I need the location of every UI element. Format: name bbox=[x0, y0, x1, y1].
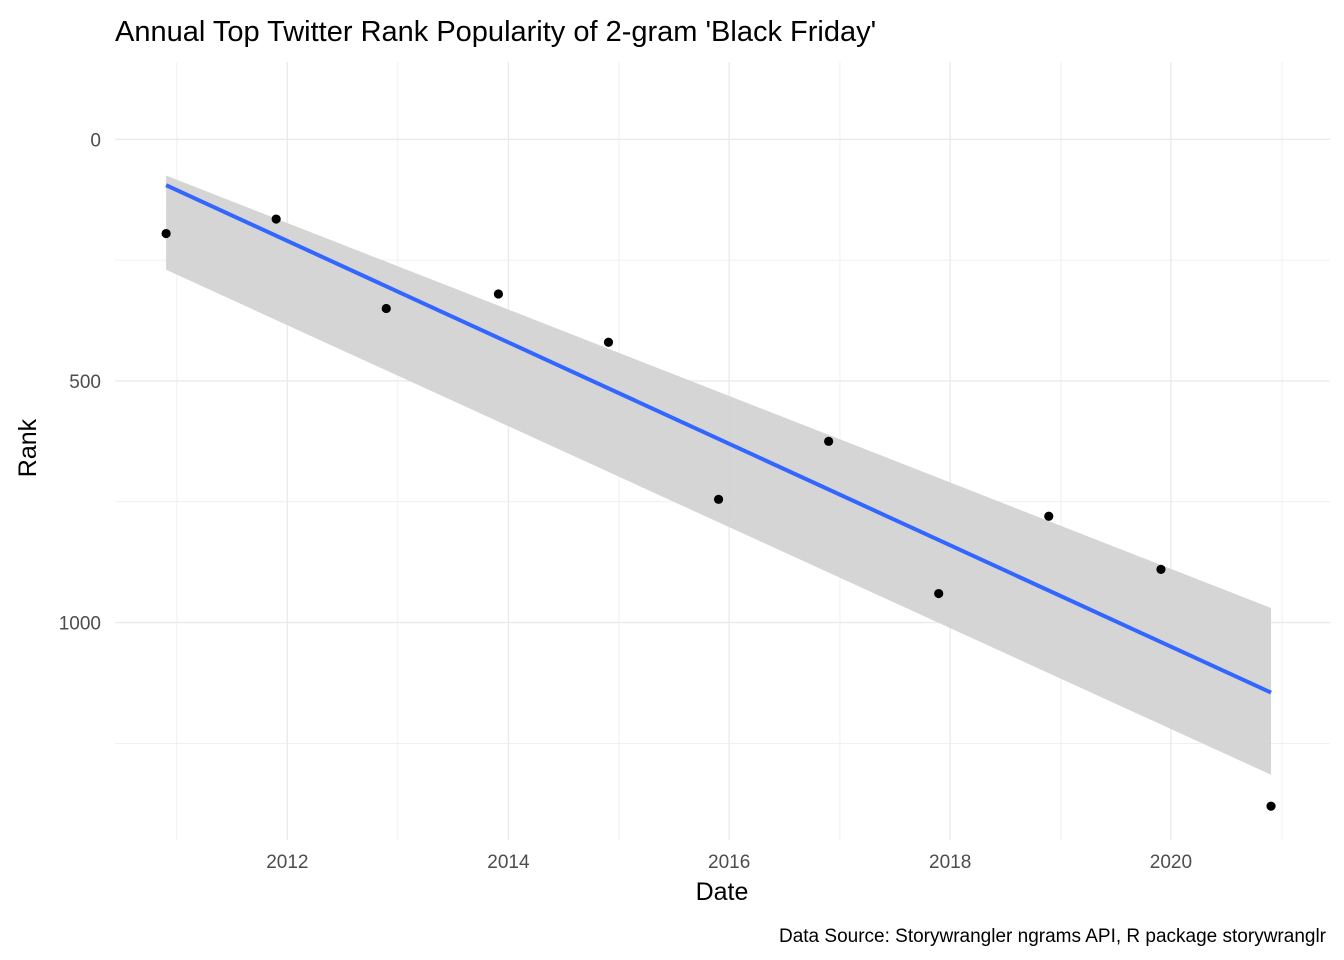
y-tick-label: 500 bbox=[69, 372, 101, 393]
x-axis-ticks: 2012 2014 2016 2018 2020 bbox=[266, 852, 1192, 873]
data-point bbox=[713, 494, 724, 504]
data-source-caption: Data Source: Storywrangler ngrams API, R… bbox=[779, 926, 1327, 947]
y-axis-title: Rank bbox=[14, 418, 42, 477]
x-tick-label: 2012 bbox=[266, 852, 308, 873]
chart-title: Annual Top Twitter Rank Popularity of 2-… bbox=[115, 16, 876, 48]
data-point bbox=[603, 337, 614, 347]
data-point bbox=[824, 436, 834, 446]
trend-line bbox=[165, 183, 1272, 695]
data-point bbox=[934, 588, 944, 599]
data-point bbox=[1266, 801, 1276, 811]
x-axis-title: Date bbox=[696, 878, 749, 906]
data-point bbox=[161, 228, 171, 239]
data-point bbox=[1156, 564, 1166, 574]
data-point bbox=[381, 303, 391, 314]
data-point bbox=[271, 214, 281, 224]
confidence-band-layer bbox=[166, 175, 1272, 775]
data-points bbox=[161, 214, 1276, 811]
y-tick-label: 1000 bbox=[59, 614, 101, 635]
data-point bbox=[493, 289, 504, 299]
x-tick-label: 2016 bbox=[708, 852, 750, 873]
x-tick-label: 2018 bbox=[929, 852, 971, 873]
x-tick-label: 2014 bbox=[487, 852, 530, 873]
data-point bbox=[1044, 511, 1054, 521]
y-tick-label: 0 bbox=[90, 130, 101, 151]
y-axis-ticks: 0 500 1000 bbox=[59, 130, 101, 634]
x-tick-label: 2020 bbox=[1150, 852, 1192, 873]
trend-line-layer bbox=[165, 183, 1272, 695]
confidence-band bbox=[166, 175, 1272, 775]
